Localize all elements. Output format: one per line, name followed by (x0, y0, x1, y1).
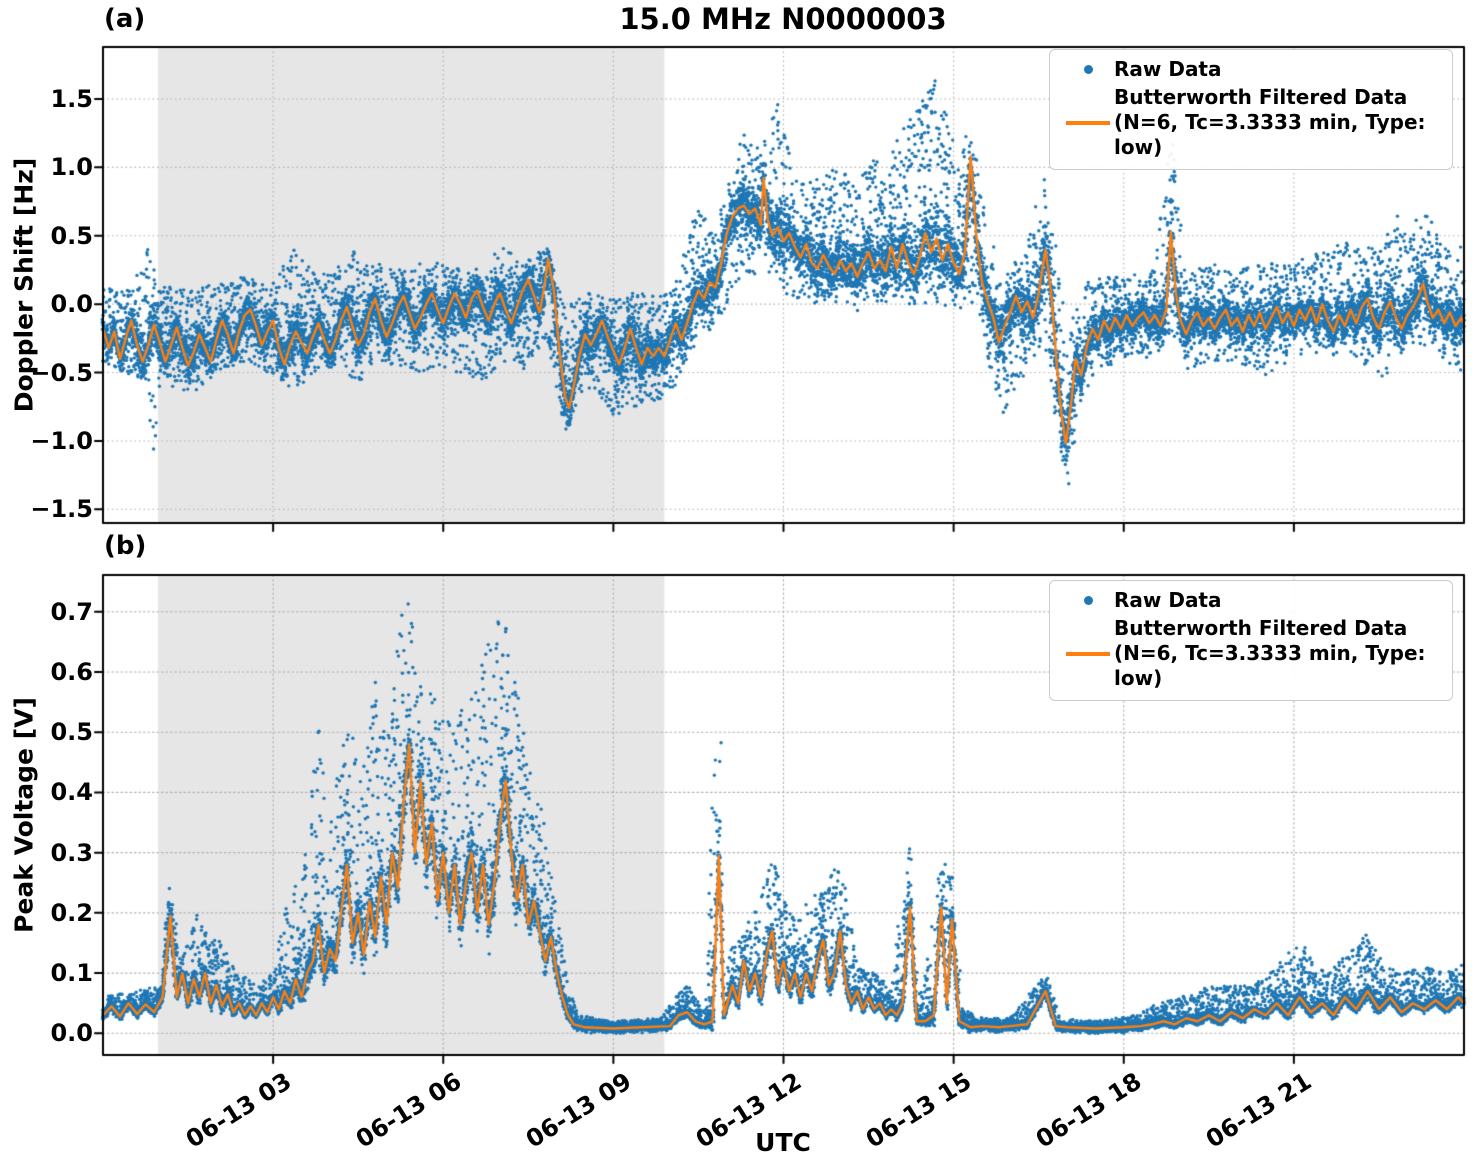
y-tick-label: 0.0 (50, 1019, 93, 1048)
y-axis-label-voltage: Peak Voltage [V] (9, 697, 39, 933)
y-tick-label: 1.5 (50, 84, 93, 113)
panel-a-label: (a) (104, 4, 146, 34)
y-tick-label: −1.5 (30, 495, 93, 524)
filtered-data-marker (1062, 120, 1114, 125)
y-tick-label: 0.0 (50, 290, 93, 319)
x-axis-label: UTC (755, 1128, 811, 1157)
y-tick-label: −0.5 (30, 358, 93, 387)
raw-data-marker (1062, 65, 1114, 74)
legend-item-filtered: Butterworth Filtered Data (N=6, Tc=3.333… (1062, 616, 1442, 691)
y-tick-label: 0.7 (50, 597, 93, 626)
legend-panel-a: Raw Data Butterworth Filtered Data (N=6,… (1049, 49, 1453, 170)
chart-title: 15.0 MHz N0000003 (619, 2, 947, 36)
legend-filtered-label: Butterworth Filtered Data (N=6, Tc=3.333… (1114, 616, 1426, 690)
y-tick-label: 0.5 (50, 221, 93, 250)
legend-panel-b: Raw Data Butterworth Filtered Data (N=6,… (1049, 580, 1453, 701)
legend-item-raw: Raw Data (1062, 588, 1442, 613)
y-tick-label: 0.1 (50, 959, 93, 988)
panel-b-label: (b) (104, 531, 147, 561)
y-tick-label: 0.5 (50, 718, 93, 747)
y-tick-label: −1.0 (30, 426, 93, 455)
legend-raw-label: Raw Data (1114, 588, 1222, 612)
y-tick-label: 0.6 (50, 657, 93, 686)
y-tick-label: 0.4 (50, 778, 93, 807)
filtered-data-marker (1062, 651, 1114, 656)
legend-item-filtered: Butterworth Filtered Data (N=6, Tc=3.333… (1062, 85, 1442, 160)
legend-raw-label: Raw Data (1114, 57, 1222, 81)
y-tick-label: 1.0 (50, 153, 93, 182)
legend-filtered-label: Butterworth Filtered Data (N=6, Tc=3.333… (1114, 85, 1426, 159)
raw-data-marker (1062, 596, 1114, 605)
legend-item-raw: Raw Data (1062, 57, 1442, 82)
y-tick-label: 0.2 (50, 898, 93, 927)
y-tick-label: 0.3 (50, 838, 93, 867)
